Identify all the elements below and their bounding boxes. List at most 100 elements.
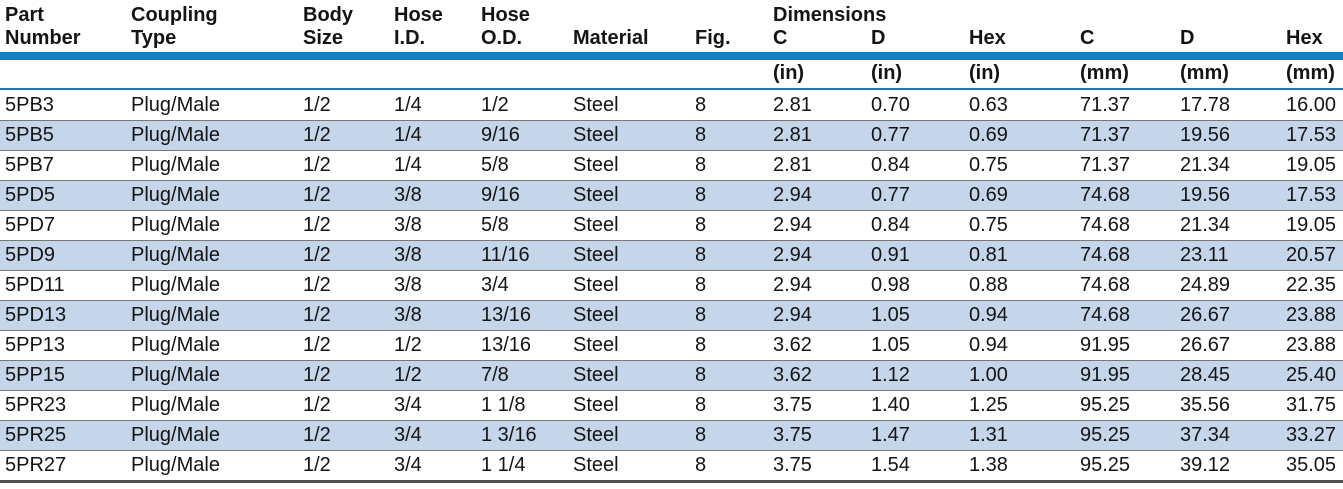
cell-body-size: 1/2 [303,93,331,116]
cell-fig: 8 [695,124,707,146]
cell-hose-id: 3/8 [394,184,422,206]
cell-material: Steel [573,454,619,476]
cell-hose-od: 9/16 [481,124,520,146]
table-row: 5PR23 Plug/Male 1/2 3/4 1 1/8 Steel 8 3.75 1.40 1… [0,390,1343,420]
cell-c-mm: 71.37 [1080,93,1131,116]
column-header-line2: Hex [1286,27,1323,49]
cell-coupling-type: Plug/Male [131,394,220,416]
cell-d-in: 1.05 [871,304,910,326]
cell-c-mm: 95.25 [1080,394,1131,416]
column-header-fig: Fig. [692,4,770,52]
cell-body-size: 1/2 [303,334,331,356]
unit-label-d-in: (in) [871,62,903,84]
cell-c-in: 3.75 [773,454,812,476]
cell-hose-id: 3/8 [394,274,422,296]
cell-c-in: 2.81 [773,93,812,116]
cell-c-in: 3.62 [773,334,812,356]
cell-material: Steel [573,364,619,386]
cell-c-mm: 71.37 [1080,124,1131,146]
cell-part-number: 5PR23 [5,394,67,416]
cell-body-size: 1/2 [303,154,331,176]
unit-label-hex-in: (in) [969,62,1001,84]
dimensions-group-label: Dimensions [773,4,887,26]
cell-hex-in: 0.69 [969,184,1008,206]
cell-part-number: 5PB7 [5,154,54,176]
cell-d-mm: 21.34 [1180,154,1231,176]
cell-hose-id: 3/8 [394,244,422,266]
cell-hex-mm: 17.53 [1286,184,1337,206]
cell-hex-in: 0.81 [969,244,1008,266]
column-header-line1 [1286,4,1343,27]
cell-material: Steel [573,184,619,206]
column-header-line2: Number [5,27,81,49]
cell-hose-id: 3/8 [394,304,422,326]
units-rule-line [0,88,1343,90]
cell-c-in: 2.81 [773,154,812,176]
cell-fig: 8 [695,274,707,296]
cell-hose-od: 1 3/16 [481,424,537,446]
table-row: 5PR27 Plug/Male 1/2 3/4 1 1/4 Steel 8 3.75 1.54 1… [0,450,1343,480]
cell-fig: 8 [695,93,707,116]
cell-d-mm: 19.56 [1180,124,1231,146]
column-header-hex-mm: Hex [1283,4,1343,52]
unit-label-fig [692,85,770,88]
cell-c-mm: 95.25 [1080,454,1131,476]
cell-hex-in: 0.63 [969,93,1008,116]
cell-fig: 8 [695,454,707,476]
cell-coupling-type: Plug/Male [131,364,220,386]
table-row: 5PD11 Plug/Male 1/2 3/8 3/4 Steel 8 2.94 0.98 0.8… [0,270,1343,300]
cell-d-in: 0.91 [871,244,910,266]
cell-material: Steel [573,274,619,296]
cell-d-in: 0.70 [871,93,910,116]
cell-material: Steel [573,93,619,116]
cell-hose-id: 1/4 [394,124,422,146]
column-header-line2: Size [303,27,344,49]
cell-part-number: 5PD7 [5,214,56,236]
cell-part-number: 5PD13 [5,304,67,326]
cell-hex-mm: 17.53 [1286,124,1337,146]
cell-d-mm: 19.56 [1180,184,1231,206]
cell-d-in: 1.05 [871,334,910,356]
cell-hex-mm: 20.57 [1286,244,1337,266]
column-header-line2: C [1080,27,1095,49]
cell-hex-mm: 23.88 [1286,304,1337,326]
table-row: 5PB5 Plug/Male 1/2 1/4 9/16 Steel 8 2.81 0.77 0.6… [0,120,1343,150]
column-header-line2: D [1180,27,1195,49]
column-header-line2: Material [573,27,649,49]
cell-d-mm: 37.34 [1180,424,1231,446]
cell-body-size: 1/2 [303,184,331,206]
cell-c-mm: 91.95 [1080,334,1131,356]
cell-d-in: 0.84 [871,154,910,176]
column-header-line1: Part [5,4,44,26]
cell-body-size: 1/2 [303,394,331,416]
cell-hose-od: 7/8 [481,364,509,386]
cell-body-size: 1/2 [303,304,331,326]
column-header-line1 [1080,4,1177,27]
unit-label-body-size [300,85,391,88]
cell-c-in: 2.94 [773,184,812,206]
cell-material: Steel [573,424,619,446]
cell-hex-mm: 31.75 [1286,394,1337,416]
cell-hose-id: 3/4 [394,454,422,476]
cell-hose-od: 13/16 [481,304,532,326]
cell-part-number: 5PB3 [5,93,54,116]
cell-hex-mm: 19.05 [1286,154,1337,176]
table-body: 5PB3 Plug/Male 1/2 1/4 1/2 Steel 8 2.81 0.70 0.63… [0,90,1343,480]
cell-c-mm: 74.68 [1080,244,1131,266]
cell-d-in: 1.54 [871,454,910,476]
table-row: 5PP13 Plug/Male 1/2 1/2 13/16 Steel 8 3.62 1.05 0… [0,330,1343,360]
cell-d-mm: 24.89 [1180,274,1231,296]
cell-material: Steel [573,394,619,416]
cell-d-in: 1.12 [871,364,910,386]
cell-hose-id: 1/4 [394,93,422,116]
cell-coupling-type: Plug/Male [131,184,220,206]
cell-c-in: 3.75 [773,394,812,416]
table-bottom-rule [0,480,1343,483]
cell-part-number: 5PB5 [5,124,54,146]
cell-part-number: 5PD11 [5,274,65,296]
cell-d-mm: 17.78 [1180,93,1231,116]
cell-coupling-type: Plug/Male [131,214,220,236]
column-header-line1: Hose [394,4,443,26]
cell-hex-in: 1.00 [969,364,1008,386]
